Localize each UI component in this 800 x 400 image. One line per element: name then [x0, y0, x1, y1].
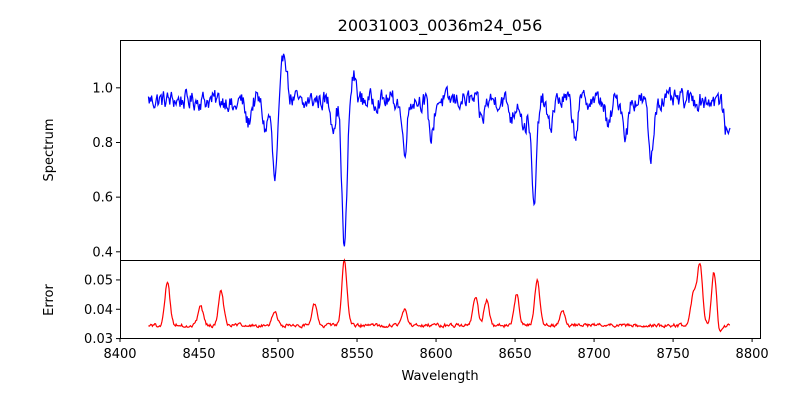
error-series	[148, 258, 731, 333]
chart-title: 20031003_0036m24_056	[338, 16, 543, 36]
error-axes-frame	[120, 260, 761, 339]
x-tick-label: 8400	[103, 347, 136, 362]
error-panel: 0.03 0.04 0.05 8400 8450 8500 8550 8600 8650 870…	[42, 258, 769, 384]
x-tick-label: 8650	[499, 347, 532, 362]
x-axis-label: Wavelength	[401, 369, 478, 384]
spectrum-axes-frame	[120, 40, 761, 261]
x-tick-label: 8800	[736, 347, 769, 362]
spectrum-y-tick-label: 0.8	[92, 136, 113, 151]
spectrum-series	[147, 53, 731, 247]
spectrum-y-tick-label: 1.0	[92, 81, 113, 96]
error-y-axis-label: Error	[42, 284, 57, 316]
spectrum-y-axis-label: Spectrum	[42, 119, 57, 182]
spectrum-y-tick-label: 0.4	[92, 245, 113, 260]
error-y-tick-label: 0.05	[84, 273, 113, 288]
wavelength-x-ticks: 8400 8450 8500 8550 8600 8650 8700 8750 8800	[103, 338, 769, 362]
error-y-tick-label: 0.04	[84, 303, 113, 318]
x-tick-label: 8500	[261, 347, 294, 362]
x-tick-label: 8550	[340, 347, 373, 362]
x-tick-label: 8600	[420, 347, 453, 362]
x-tick-label: 8700	[578, 347, 611, 362]
error-y-ticks: 0.03 0.04 0.05	[84, 273, 120, 347]
error-series-line	[148, 258, 731, 333]
x-tick-label: 8450	[182, 347, 215, 362]
spectrum-panel: 0.4 0.6 0.8 1.0 Spectrum	[42, 40, 761, 261]
error-y-tick-label: 0.03	[84, 332, 113, 347]
x-tick-label: 8750	[657, 347, 690, 362]
spectrum-series-line	[147, 53, 731, 247]
spectrum-y-tick-label: 0.6	[92, 191, 113, 206]
spectrum-y-ticks: 0.4 0.6 0.8 1.0	[92, 81, 120, 260]
